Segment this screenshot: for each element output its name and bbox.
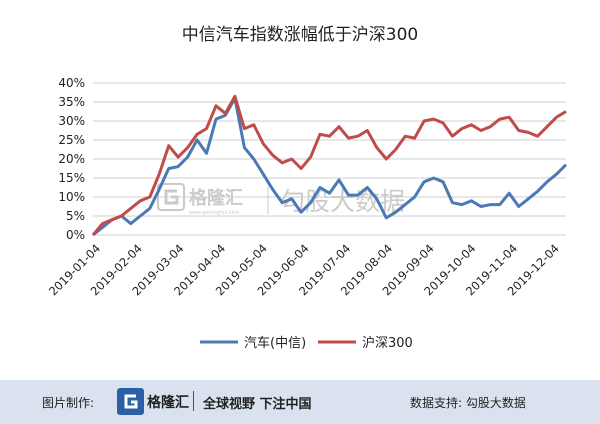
y-tick-label: 40% [58,76,85,90]
footer-made-by: 图片制作: [42,396,95,410]
watermark-logo-sub: www.gelonghui.com [189,210,240,216]
gelonghui-logo-icon [117,388,144,415]
legend-label-1: 汽车(中信) [244,335,306,351]
footer-slogan: 全球视野 下注中国 [203,397,312,412]
watermark-logo-text: 格隆汇 [189,187,243,209]
series-line-2 [91,94,567,236]
y-tick-label: 35% [58,95,85,109]
series-line-1 [92,96,568,237]
y-tick-label: 0% [66,228,85,242]
y-tick-label: 5% [66,209,85,223]
legend-label-2: 沪深300 [362,335,413,351]
chart-title: 中信汽车指数涨幅低于沪深300 [181,25,419,45]
footer-logo-text: 格隆汇 [147,395,189,411]
footer-divider [193,391,194,411]
y-tick-label: 25% [58,133,85,147]
footer-data-support: 数据支持: 勾股大数据 [410,396,526,410]
watermark-brand-text: 勾股大数据 [280,187,405,216]
footer-bar: 图片制作: 格隆汇 全球视野 下注中国 数据支持: 勾股大数据 [0,380,600,424]
y-tick-label: 10% [58,190,85,204]
y-tick-label: 30% [58,114,85,128]
y-tick-label: 15% [58,171,85,185]
y-tick-label: 20% [58,152,85,166]
